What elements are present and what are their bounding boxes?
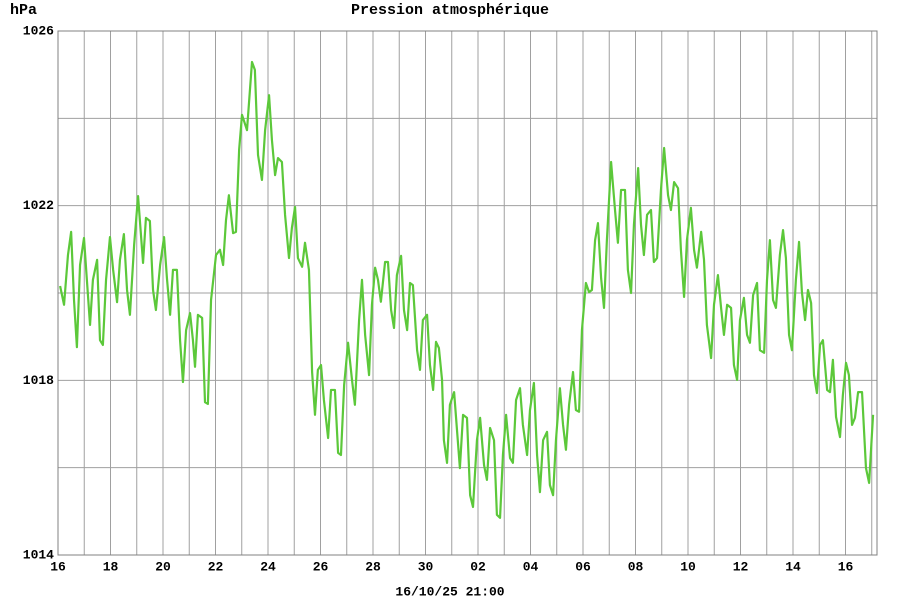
- x-tick-label: 08: [628, 559, 644, 574]
- y-tick-label: 1026: [23, 23, 54, 38]
- y-tick-label: 1014: [23, 547, 54, 562]
- x-tick-label: 06: [575, 559, 591, 574]
- y-axis-label: hPa: [10, 2, 37, 19]
- x-tick-label: 16: [50, 559, 66, 574]
- x-tick-label: 02: [470, 559, 486, 574]
- plot-frame: [57, 30, 878, 556]
- x-tick-label: 24: [260, 559, 276, 574]
- x-tick-label: 18: [103, 559, 119, 574]
- x-tick-label: 10: [680, 559, 696, 574]
- x-tick-label: 22: [208, 559, 224, 574]
- y-tick-label: 1022: [23, 198, 54, 213]
- x-tick-label: 28: [365, 559, 381, 574]
- x-tick-label: 04: [523, 559, 539, 574]
- x-tick-label: 20: [155, 559, 171, 574]
- x-tick-label: 14: [785, 559, 801, 574]
- data-line: [59, 60, 875, 519]
- chart-title: Pression atmosphérique: [351, 2, 549, 19]
- x-tick-label: 30: [418, 559, 434, 574]
- y-tick-label: 1018: [23, 373, 54, 388]
- x-tick-label: 12: [733, 559, 749, 574]
- x-tick-label: 26: [313, 559, 329, 574]
- x-axis-label: 16/10/25 21:00: [395, 584, 504, 599]
- x-tick-label: 16: [838, 559, 854, 574]
